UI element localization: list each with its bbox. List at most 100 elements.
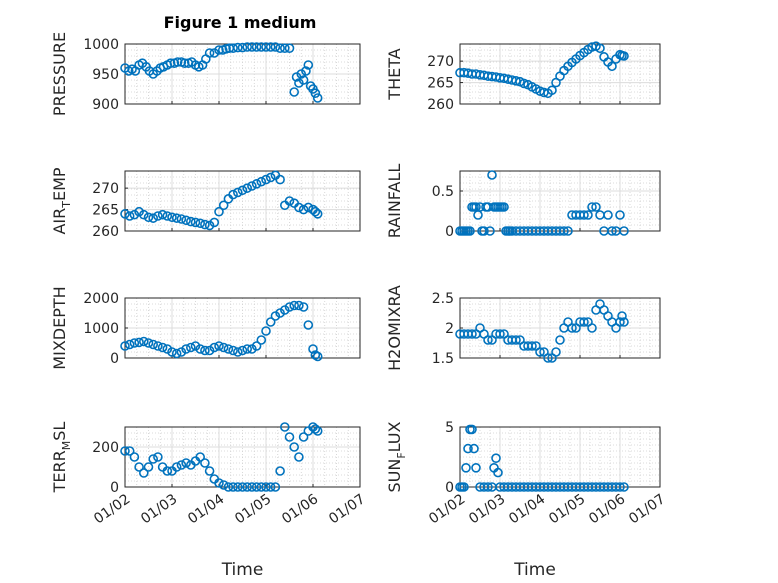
data-point — [181, 344, 191, 354]
data-point — [237, 42, 248, 53]
data-point — [493, 467, 503, 478]
data-point — [312, 426, 323, 436]
data-point — [223, 482, 234, 492]
data-point — [483, 335, 493, 345]
data-point — [218, 200, 229, 211]
data-point — [535, 347, 545, 357]
data-point — [615, 317, 625, 327]
y-axis-label-1: PRESSURE — [50, 32, 69, 116]
data-point — [275, 174, 285, 185]
data-point — [607, 61, 617, 72]
data-point — [265, 172, 276, 183]
data-point — [465, 226, 475, 236]
y-tick-label: 1000 — [83, 321, 119, 337]
data-point — [251, 341, 262, 351]
data-point — [242, 344, 252, 354]
data-point — [487, 170, 497, 180]
data-point — [218, 480, 229, 490]
y-axis-label-4: RAINFALL — [385, 164, 404, 239]
data-point — [120, 446, 130, 456]
data-point — [214, 341, 224, 351]
data-point — [172, 57, 183, 67]
subplot-2: 260 265 270 THETA — [385, 41, 661, 113]
y-tick-label: 200 — [92, 440, 119, 456]
data-point — [279, 43, 290, 54]
data-point — [261, 482, 271, 492]
figure-title: Figure 1 medium — [164, 13, 317, 32]
y-tick-label: 0 — [445, 224, 454, 240]
y-tick-label: 0 — [445, 480, 454, 496]
data-point — [284, 432, 295, 442]
data-point — [559, 226, 569, 236]
data-point — [298, 75, 309, 85]
data-point — [153, 341, 163, 351]
y-tick-label: 2000 — [83, 291, 119, 307]
data-point — [310, 206, 321, 217]
data-point — [294, 300, 304, 311]
data-point — [223, 344, 234, 354]
data-point — [491, 453, 501, 464]
data-point — [461, 462, 471, 473]
data-point — [265, 317, 276, 327]
data-point — [289, 87, 300, 97]
y-tick-label: 260 — [92, 224, 119, 240]
y-tick-label: 5 — [445, 420, 454, 436]
data-point — [242, 42, 252, 52]
data-point — [247, 482, 257, 492]
y-tick-label: 0 — [110, 351, 119, 367]
data-point — [153, 211, 163, 221]
data-point — [294, 452, 304, 462]
data-point — [179, 58, 190, 69]
data-point — [275, 466, 285, 476]
data-point — [139, 468, 149, 478]
data-point — [124, 211, 135, 221]
data-point — [256, 42, 267, 52]
data-point — [275, 308, 285, 318]
data-point — [547, 85, 557, 96]
data-point — [190, 217, 201, 228]
data-point — [186, 342, 196, 353]
data-point — [162, 211, 173, 221]
data-point — [171, 213, 182, 223]
data-point — [129, 452, 140, 462]
data-point — [294, 202, 304, 213]
y-tick-label: 265 — [427, 76, 454, 92]
y-axis-label-6: H2OMIXRA — [385, 285, 404, 371]
data-point — [312, 351, 323, 362]
y-axis-label-3: AIRTEMP — [50, 167, 73, 234]
data-point — [270, 311, 281, 321]
data-point — [134, 206, 144, 217]
data-point — [251, 482, 262, 492]
data-point — [298, 432, 309, 442]
y-axis-label-2: THETA — [385, 48, 404, 100]
data-point — [261, 174, 271, 185]
data-point — [485, 226, 495, 236]
data-point — [233, 482, 243, 492]
data-point — [555, 335, 565, 345]
data-point — [527, 341, 537, 351]
data-point — [603, 210, 613, 220]
subplot-6: 1.5 2 2.5 H2OMIXRA — [385, 285, 661, 371]
data-point — [186, 216, 196, 227]
data-point — [181, 215, 191, 226]
data-point — [204, 466, 215, 476]
data-point — [471, 462, 481, 473]
data-point — [129, 209, 140, 220]
data-point — [124, 446, 135, 456]
data-point — [209, 342, 220, 353]
data-point — [543, 353, 553, 363]
data-point — [279, 305, 290, 315]
data-point — [242, 183, 252, 193]
data-point — [233, 347, 243, 357]
data-point — [176, 460, 187, 470]
data-point — [195, 218, 205, 229]
y-axis-label-5: MIXDEPTH — [50, 286, 69, 369]
data-point — [270, 42, 281, 52]
data-point — [200, 219, 210, 230]
data-point — [157, 342, 168, 353]
data-point — [298, 302, 309, 312]
data-point — [204, 48, 215, 58]
data-point — [176, 347, 187, 357]
data-point — [615, 482, 625, 492]
data-point — [587, 323, 597, 333]
